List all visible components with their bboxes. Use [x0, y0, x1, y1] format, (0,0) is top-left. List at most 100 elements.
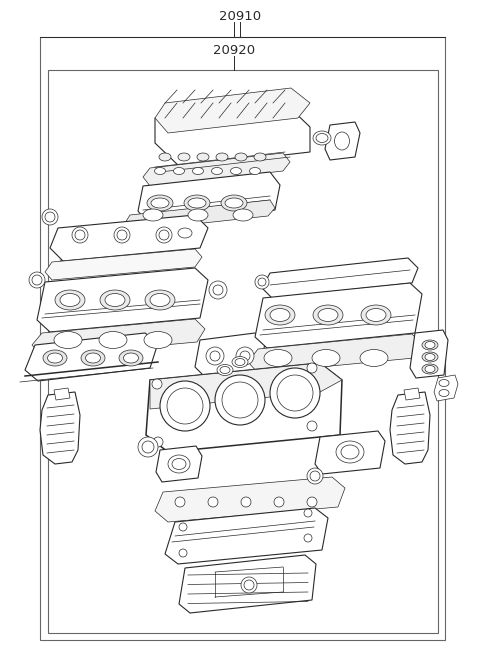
- Ellipse shape: [155, 168, 166, 174]
- Circle shape: [307, 363, 317, 373]
- Polygon shape: [315, 431, 385, 474]
- Circle shape: [175, 497, 185, 507]
- Circle shape: [208, 497, 218, 507]
- Ellipse shape: [318, 309, 338, 322]
- Circle shape: [138, 437, 158, 457]
- Ellipse shape: [100, 290, 130, 310]
- Ellipse shape: [264, 350, 292, 367]
- Bar: [40, 37, 445, 640]
- Ellipse shape: [168, 455, 190, 473]
- Circle shape: [277, 375, 313, 411]
- Ellipse shape: [316, 134, 328, 143]
- Circle shape: [152, 379, 162, 389]
- Circle shape: [159, 230, 169, 240]
- Polygon shape: [138, 172, 280, 224]
- Circle shape: [222, 382, 258, 418]
- Ellipse shape: [425, 354, 435, 360]
- Polygon shape: [156, 446, 202, 482]
- Ellipse shape: [250, 168, 261, 174]
- Polygon shape: [262, 258, 418, 298]
- Circle shape: [179, 549, 187, 557]
- Ellipse shape: [192, 168, 204, 174]
- Circle shape: [304, 509, 312, 517]
- Ellipse shape: [172, 458, 186, 470]
- Ellipse shape: [233, 209, 253, 221]
- Ellipse shape: [336, 441, 364, 463]
- Text: 20910: 20910: [219, 10, 261, 22]
- Ellipse shape: [341, 445, 359, 459]
- Circle shape: [117, 230, 127, 240]
- Circle shape: [255, 275, 269, 289]
- Ellipse shape: [54, 331, 82, 348]
- Ellipse shape: [254, 153, 266, 161]
- Ellipse shape: [221, 195, 247, 211]
- Polygon shape: [37, 268, 208, 332]
- Ellipse shape: [235, 358, 245, 365]
- Ellipse shape: [422, 352, 438, 362]
- Ellipse shape: [361, 305, 391, 325]
- Polygon shape: [54, 388, 70, 400]
- Ellipse shape: [197, 153, 209, 161]
- Circle shape: [167, 388, 203, 424]
- Circle shape: [310, 471, 320, 481]
- Ellipse shape: [150, 293, 170, 307]
- Circle shape: [236, 347, 254, 365]
- Circle shape: [241, 497, 251, 507]
- Circle shape: [213, 285, 223, 295]
- Circle shape: [75, 230, 85, 240]
- Ellipse shape: [270, 309, 290, 322]
- Ellipse shape: [144, 331, 172, 348]
- Ellipse shape: [48, 353, 62, 363]
- Circle shape: [72, 227, 88, 243]
- Ellipse shape: [225, 198, 243, 208]
- Polygon shape: [50, 215, 208, 261]
- Circle shape: [142, 441, 154, 453]
- Ellipse shape: [212, 168, 223, 174]
- Polygon shape: [195, 333, 265, 377]
- Circle shape: [210, 351, 220, 361]
- Text: 20920: 20920: [213, 43, 255, 56]
- Circle shape: [45, 212, 55, 222]
- Bar: [48, 70, 438, 633]
- Ellipse shape: [188, 198, 206, 208]
- Polygon shape: [25, 333, 158, 381]
- Polygon shape: [155, 477, 345, 522]
- Polygon shape: [146, 363, 342, 452]
- Ellipse shape: [145, 290, 175, 310]
- Ellipse shape: [143, 209, 163, 221]
- Polygon shape: [45, 249, 202, 280]
- Ellipse shape: [159, 153, 171, 161]
- Ellipse shape: [313, 305, 343, 325]
- Circle shape: [160, 381, 210, 431]
- Ellipse shape: [422, 364, 438, 374]
- Ellipse shape: [55, 290, 85, 310]
- Ellipse shape: [425, 341, 435, 348]
- Polygon shape: [325, 122, 360, 160]
- Ellipse shape: [188, 209, 208, 221]
- Ellipse shape: [366, 309, 386, 322]
- Polygon shape: [150, 363, 342, 409]
- Circle shape: [29, 272, 45, 288]
- Ellipse shape: [216, 153, 228, 161]
- Ellipse shape: [60, 293, 80, 307]
- Ellipse shape: [313, 131, 331, 145]
- Ellipse shape: [217, 364, 233, 375]
- Circle shape: [274, 497, 284, 507]
- Ellipse shape: [151, 198, 169, 208]
- Ellipse shape: [422, 340, 438, 350]
- Circle shape: [270, 368, 320, 418]
- Circle shape: [179, 523, 187, 531]
- Polygon shape: [155, 103, 310, 167]
- Polygon shape: [248, 334, 422, 373]
- Ellipse shape: [99, 331, 127, 348]
- Ellipse shape: [105, 293, 125, 307]
- Ellipse shape: [184, 195, 210, 211]
- Ellipse shape: [265, 305, 295, 325]
- Circle shape: [304, 534, 312, 542]
- Polygon shape: [390, 392, 430, 464]
- Circle shape: [114, 227, 130, 243]
- Ellipse shape: [85, 353, 100, 363]
- Ellipse shape: [230, 168, 241, 174]
- Ellipse shape: [147, 195, 173, 211]
- Polygon shape: [40, 392, 80, 464]
